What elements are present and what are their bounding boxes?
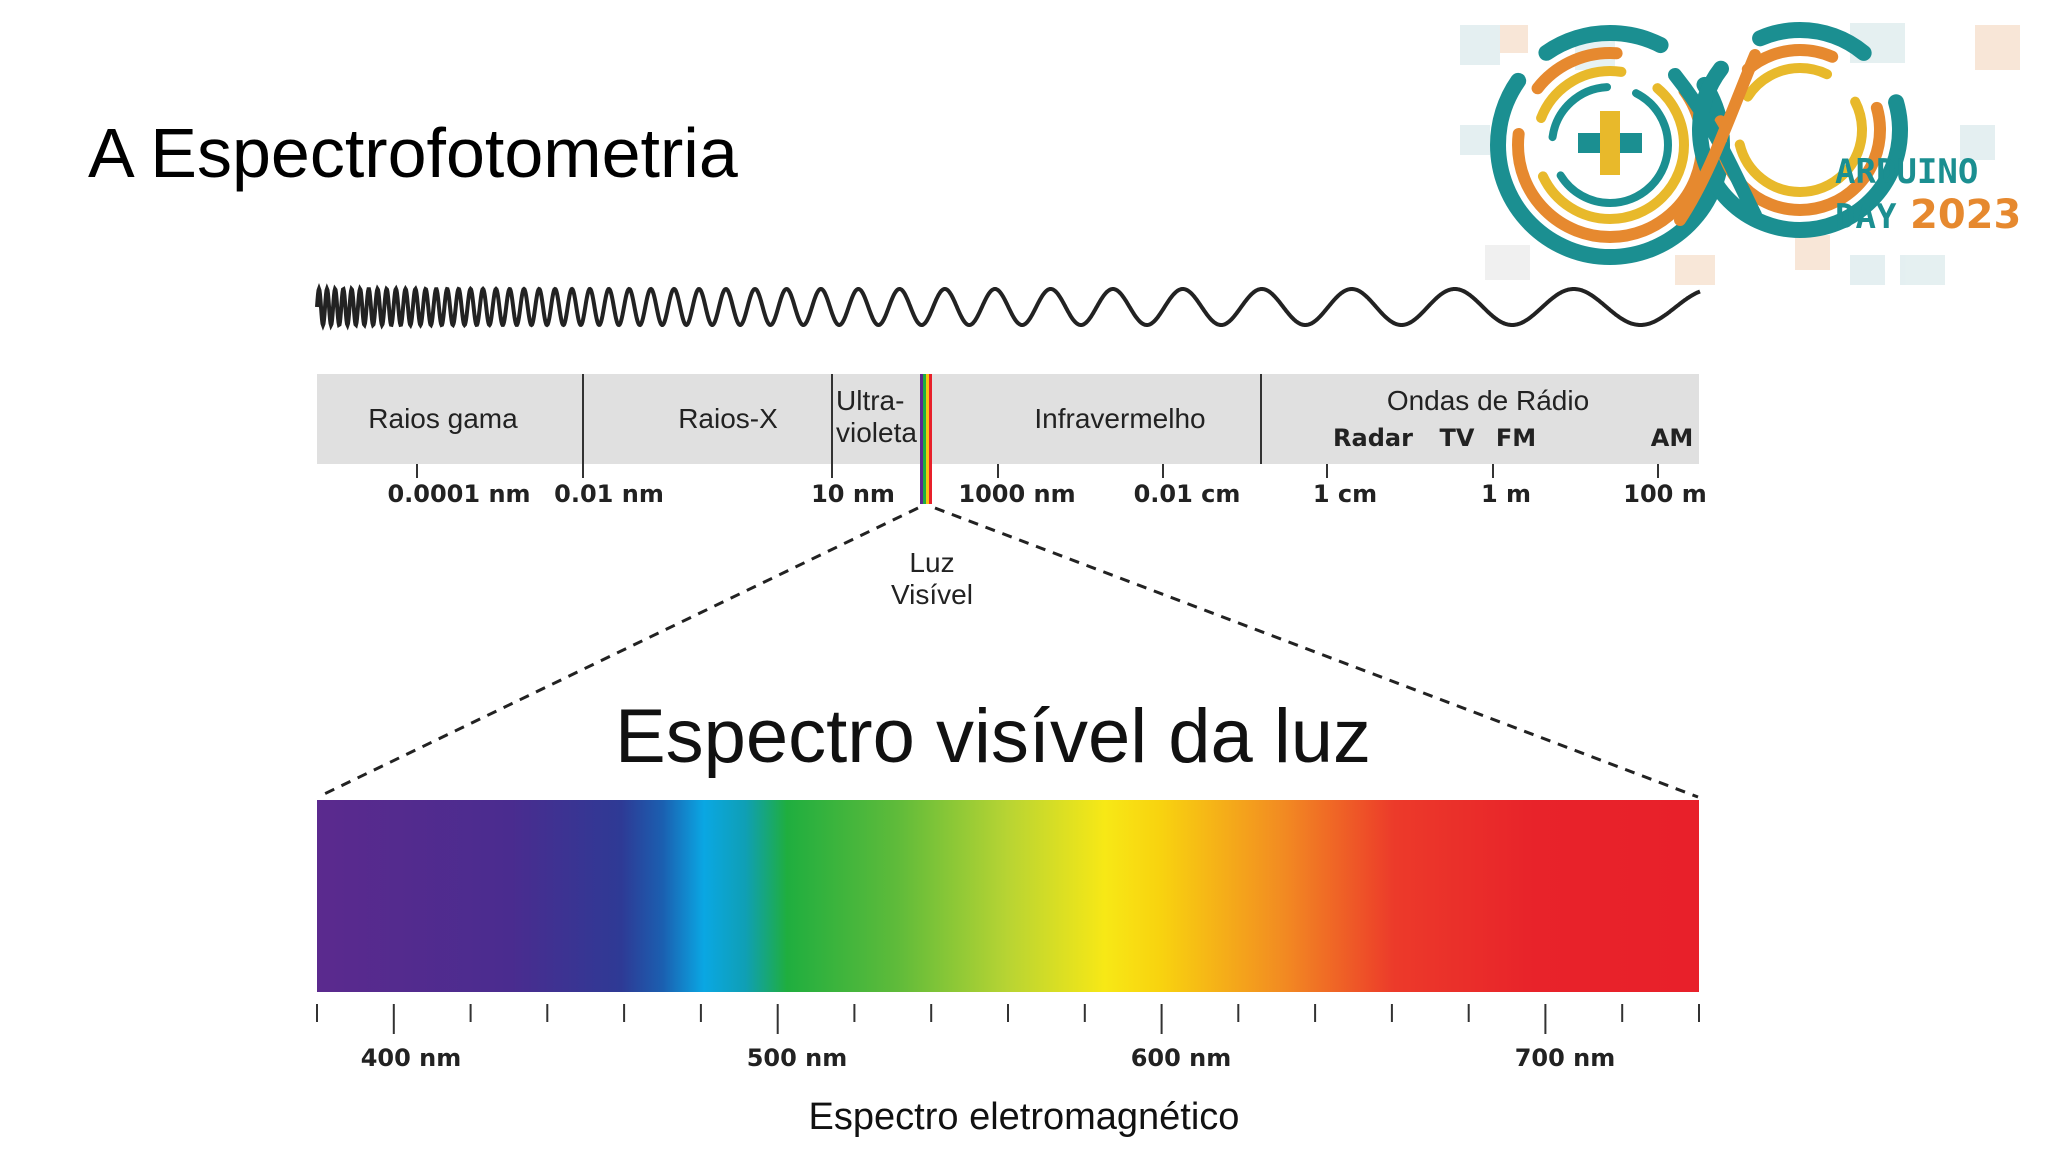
logo-text-day: DAY (1835, 197, 1897, 237)
logo-background-tiles (1460, 23, 2020, 285)
band-label-infrared: Infravermelho (1034, 403, 1205, 434)
nm-tick-label: 600 nm (1131, 1044, 1232, 1072)
nm-tick-label: 400 nm (361, 1044, 462, 1072)
band-label-uv-line1: Ultra- (836, 385, 904, 416)
scale-tick-label: 1 m (1481, 480, 1531, 508)
figure-caption: Espectro eletromagnético (808, 1096, 1240, 1138)
scale-tick-label: 1000 nm (958, 480, 1075, 508)
nm-tick-label: 700 nm (1515, 1044, 1616, 1072)
radio-sub-tv: TV (1440, 424, 1475, 452)
visible-light-label-line1: Luz (909, 547, 954, 578)
wavelength-wave (315, 283, 1701, 331)
scale-tick-label: 1 cm (1313, 480, 1377, 508)
band-label-radio: Ondas de Rádio (1387, 385, 1589, 416)
visible-spectrum-gradient (317, 800, 1699, 992)
scale-tick-label: 0.01 nm (554, 480, 664, 508)
nm-scale-ticks (316, 1004, 1700, 1034)
band-label-gamma: Raios gama (368, 403, 518, 434)
radio-sub-radar: Radar (1333, 424, 1413, 452)
spectrum-band-bar (317, 374, 1699, 464)
logo-text-arduino: ARDUINO (1835, 152, 1978, 192)
visible-light-strip (920, 374, 932, 504)
scale-tick-label: 0.01 cm (1134, 480, 1241, 508)
scale-tick-label: 10 nm (811, 480, 895, 508)
zoom-line-left (317, 506, 919, 799)
radio-sub-am: AM (1651, 424, 1693, 452)
logo-text-year: 2023 (1910, 192, 2021, 238)
zoom-line-right (934, 506, 1699, 799)
band-label-uv-line2: violeta (836, 417, 917, 448)
visible-light-label-line2: Visível (891, 579, 973, 610)
band-label-xray: Raios-X (678, 403, 778, 434)
top-scale-ticks (416, 464, 1659, 478)
arduino-day-logo: ARDUINO DAY 2023 (1460, 22, 2021, 285)
slide-title: A Espectrofotometria (88, 114, 738, 192)
nm-tick-label: 500 nm (747, 1044, 848, 1072)
scale-tick-label: 0.0001 nm (387, 480, 530, 508)
visible-spectrum-title: Espectro visível da luz (615, 694, 1371, 779)
scale-tick-label: 100 m (1623, 480, 1706, 508)
infinity-symbol (1490, 22, 1908, 265)
radio-sub-fm: FM (1496, 424, 1536, 452)
